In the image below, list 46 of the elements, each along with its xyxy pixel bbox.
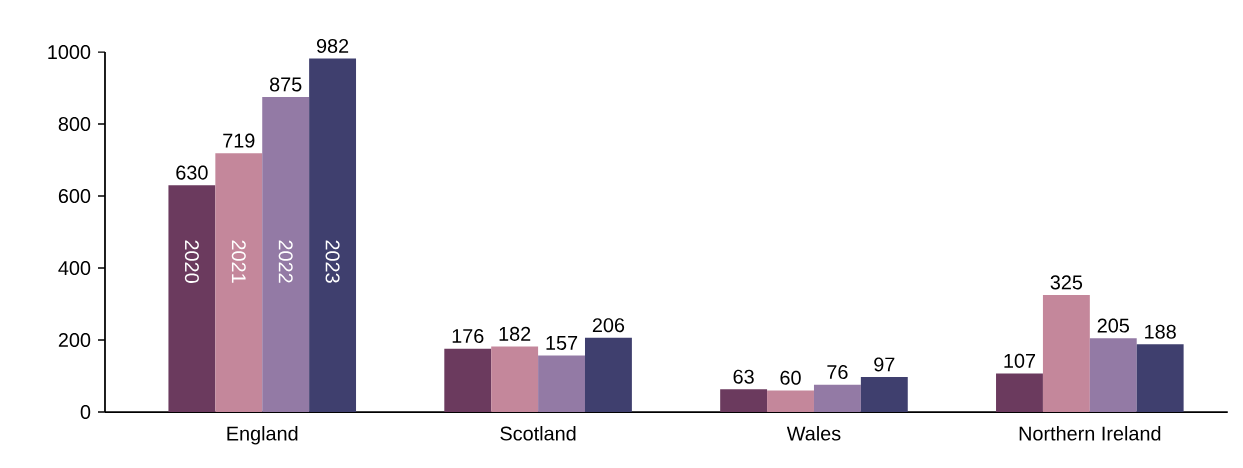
series-label: 2023 bbox=[325, 240, 340, 283]
x-tick-label: Northern Ireland bbox=[1019, 426, 1161, 441]
data-label: 182 bbox=[499, 326, 531, 341]
y-tick-label: 400 bbox=[58, 261, 91, 276]
bar bbox=[168, 185, 216, 413]
bar bbox=[813, 384, 861, 413]
bar bbox=[1042, 295, 1090, 413]
bar bbox=[309, 58, 357, 413]
data-label: 63 bbox=[733, 369, 754, 384]
data-label: 630 bbox=[176, 165, 208, 180]
bar bbox=[860, 377, 908, 413]
x-tick-label: Wales bbox=[786, 426, 841, 441]
bar bbox=[444, 348, 492, 413]
bar bbox=[720, 389, 768, 413]
data-label: 325 bbox=[1050, 275, 1083, 290]
x-tick-label: England bbox=[227, 426, 298, 445]
data-label: 176 bbox=[452, 328, 484, 344]
y-tick-label: 0 bbox=[80, 404, 91, 420]
bar bbox=[538, 355, 585, 413]
x-tick-label: Scotland bbox=[500, 426, 576, 441]
y-tick-label: 1000 bbox=[48, 45, 91, 60]
y-tick-label: 200 bbox=[58, 333, 91, 348]
data-label: 157 bbox=[546, 336, 578, 350]
y-tick-label: 800 bbox=[58, 117, 91, 132]
data-label: 205 bbox=[1097, 318, 1129, 333]
bar bbox=[1089, 338, 1137, 413]
data-label: 107 bbox=[1004, 353, 1036, 368]
bar bbox=[491, 346, 539, 413]
data-label: 97 bbox=[874, 357, 895, 372]
series-label: 2022 bbox=[278, 240, 293, 283]
data-label: 719 bbox=[223, 133, 255, 148]
data-label: 206 bbox=[592, 318, 625, 333]
series-label: 2021 bbox=[231, 240, 246, 283]
bar bbox=[585, 337, 632, 413]
bar bbox=[1136, 344, 1184, 413]
bar bbox=[215, 153, 263, 413]
bar bbox=[767, 390, 814, 413]
data-label: 76 bbox=[827, 364, 848, 380]
data-label: 60 bbox=[780, 370, 801, 385]
series-label: 2020 bbox=[184, 240, 199, 283]
bar bbox=[996, 373, 1043, 413]
data-label: 875 bbox=[269, 77, 302, 92]
data-label: 188 bbox=[1145, 324, 1176, 339]
data-label: 982 bbox=[316, 38, 349, 53]
bar bbox=[262, 97, 310, 413]
y-tick-label: 600 bbox=[58, 189, 91, 204]
